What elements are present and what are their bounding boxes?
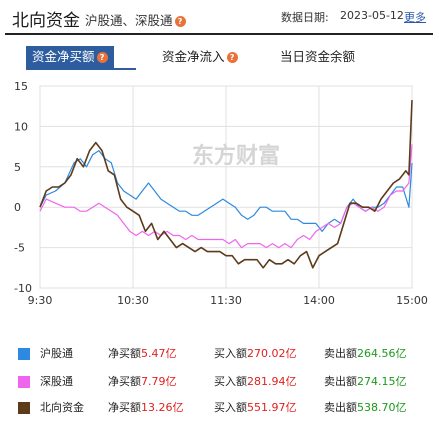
x-tick-label: 10:30 (117, 294, 149, 307)
buy-cell: 买入额270.02亿 (214, 344, 297, 364)
sell-label: 卖出额 (324, 347, 357, 360)
y-tick-label: 10 (14, 120, 28, 133)
y-tick-label: -5 (14, 242, 25, 255)
y-tick-label: 0 (14, 201, 21, 214)
tab-daily-balance[interactable]: 当日资金余额 (280, 46, 355, 68)
x-tick-label: 9:30 (28, 294, 53, 307)
sell-label: 卖出额 (324, 375, 357, 388)
net-label: 净买额 (108, 375, 141, 388)
watermark: 东方财富 (192, 143, 280, 169)
sell-cell: 卖出额274.15亿 (324, 372, 407, 392)
header: 北向资金 沪股通、深股通? 数据日期: 2023-05-12 更多 (0, 0, 439, 34)
x-tick-label: 14:00 (303, 294, 335, 307)
legend-row-sgt: 深股通 净买额7.79亿 买入额281.94亿 卖出额274.15亿 (18, 372, 438, 392)
legend-row-hgt: 沪股通 净买额5.47亿 买入额270.02亿 卖出额264.56亿 (18, 344, 438, 364)
net-buy-cell: 净买额5.47亿 (108, 344, 177, 364)
north-flow-chart: 东方财富 15 10 5 0 -5 -10 9:30 10:30 11:30 14:00 15:0… (14, 80, 428, 307)
date-value: 2023-05-12 (340, 9, 404, 22)
legend-row-north: 北向资金 净买额13.26亿 买入额551.97亿 卖出额538.70亿 (18, 398, 438, 418)
net-value: 5.47亿 (141, 347, 177, 360)
x-tick-label: 15:00 (396, 294, 428, 307)
y-tick-label: 5 (14, 161, 21, 174)
more-link[interactable]: 更多 (404, 11, 426, 24)
tab-bar: 资金净买额? 资金净流入? 当日资金余额 (26, 46, 426, 68)
net-label: 净买额 (108, 401, 141, 414)
subtitle-text: 沪股通、深股通 (85, 13, 173, 28)
help-icon[interactable]: ? (96, 52, 108, 63)
legend-swatch-north (18, 402, 30, 414)
series-line-hgt (39, 150, 413, 232)
tab-daily-balance-label: 当日资金余额 (280, 49, 356, 64)
buy-label: 买入额 (214, 347, 247, 360)
x-axis-ticks: 9:30 10:30 11:30 14:00 15:00 (28, 294, 428, 307)
buy-value: 270.02亿 (247, 347, 297, 360)
help-icon[interactable]: ? (226, 52, 238, 63)
y-tick-label: 15 (14, 80, 28, 93)
chart-grid (39, 85, 413, 289)
sell-value: 538.70亿 (357, 401, 407, 414)
net-value: 13.26亿 (141, 401, 184, 414)
y-tick-label: -10 (14, 282, 32, 295)
buy-value: 551.97亿 (247, 401, 297, 414)
sell-cell: 卖出额264.56亿 (324, 344, 407, 364)
buy-value: 281.94亿 (247, 375, 297, 388)
sell-label: 卖出额 (324, 401, 357, 414)
tab-net-buy-label: 资金净买额 (32, 49, 95, 64)
tab-net-buy[interactable]: 资金净买额? (26, 46, 114, 68)
help-icon[interactable]: ? (174, 16, 186, 27)
buy-cell: 买入额281.94亿 (214, 372, 297, 392)
date-label: 数据日期: (281, 11, 329, 24)
legend-swatch-hgt (18, 348, 30, 360)
tab-net-inflow[interactable]: 资金净流入? (162, 46, 238, 68)
net-value: 7.79亿 (141, 375, 177, 388)
header-divider (5, 33, 433, 35)
buy-cell: 买入额551.97亿 (214, 398, 297, 418)
legend-name: 深股通 (40, 375, 73, 388)
legend-swatch-sgt (18, 376, 30, 388)
net-buy-cell: 净买额7.79亿 (108, 372, 177, 392)
sell-value: 264.56亿 (357, 347, 407, 360)
page-title: 北向资金 (12, 11, 80, 31)
legend-name: 沪股通 (40, 347, 73, 360)
legend-name: 北向资金 (40, 401, 84, 414)
y-axis-ticks: 15 10 5 0 -5 -10 (14, 80, 32, 295)
buy-label: 买入额 (214, 375, 247, 388)
subtitle: 沪股通、深股通? (85, 10, 186, 29)
x-tick-label: 11:30 (210, 294, 242, 307)
net-buy-cell: 净买额13.26亿 (108, 398, 184, 418)
tab-active-indicator (26, 68, 136, 70)
chart-series (39, 100, 413, 269)
net-label: 净买额 (108, 347, 141, 360)
sell-cell: 卖出额538.70亿 (324, 398, 407, 418)
sell-value: 274.15亿 (357, 375, 407, 388)
series-line-north (39, 100, 413, 269)
buy-label: 买入额 (214, 401, 247, 414)
tab-net-inflow-label: 资金净流入 (162, 49, 225, 64)
